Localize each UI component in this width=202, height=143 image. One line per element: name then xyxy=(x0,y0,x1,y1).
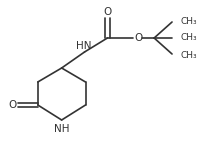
Text: CH₃: CH₃ xyxy=(181,33,198,42)
Text: HN: HN xyxy=(76,41,91,51)
Text: O: O xyxy=(9,100,17,110)
Text: CH₃: CH₃ xyxy=(181,16,198,25)
Text: O: O xyxy=(134,33,142,43)
Text: NH: NH xyxy=(54,124,69,134)
Text: O: O xyxy=(103,7,112,17)
Text: CH₃: CH₃ xyxy=(181,50,198,59)
